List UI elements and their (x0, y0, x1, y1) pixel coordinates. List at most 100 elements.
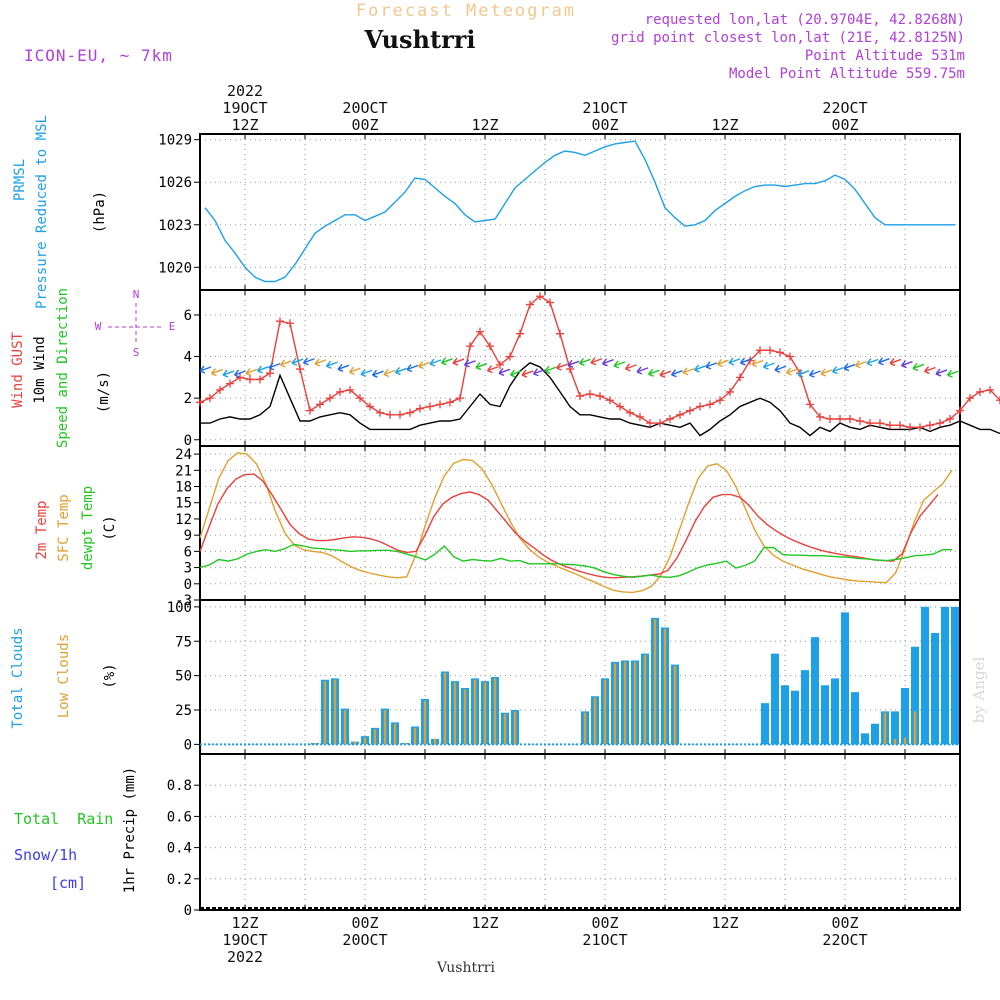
y-tick-label: 3 (184, 561, 192, 577)
y-tick-label: 18 (175, 480, 192, 496)
bottom-time-label: 22OCT (822, 931, 867, 949)
y-tick-label: 25 (175, 703, 192, 719)
wind-direction-arrow (935, 368, 948, 377)
low-clouds-bar (603, 679, 607, 745)
wind-direction-arrow (728, 357, 741, 366)
low-clouds-bar (313, 743, 317, 745)
wind-direction-arrow (831, 366, 844, 375)
wind-direction-arrow (751, 359, 764, 368)
y-tick-label: 1029 (158, 133, 192, 149)
wind-direction-arrow (314, 358, 327, 367)
gust-point (676, 410, 684, 419)
wind-direction-arrow (463, 359, 476, 368)
total-clouds-bar (851, 692, 859, 745)
requested-coords: requested lon,lat (20.9704E, 42.8268N) (645, 12, 965, 28)
total-clouds-axis-label: Total Clouds (10, 627, 26, 728)
low-clouds-bar (413, 727, 417, 745)
gust-point (806, 400, 814, 409)
wind-direction-arrow (624, 363, 637, 372)
bottom-time-label: 00Z (591, 914, 618, 932)
wind-direction-arrow (601, 358, 614, 367)
gust-point (226, 379, 234, 388)
y-tick-label: 1023 (158, 218, 192, 234)
y-tick-label: 1026 (158, 175, 192, 191)
total-clouds-bar (781, 685, 789, 745)
gust-point (616, 402, 624, 411)
wind-direction-arrow (210, 368, 223, 377)
wind-direction-arrow (394, 366, 407, 376)
gust-point (486, 342, 494, 351)
gust-point (646, 419, 654, 428)
low-clouds-bar (513, 711, 517, 745)
y-tick-label: 9 (184, 528, 192, 544)
gust-point (466, 342, 474, 351)
top-time-label: 22OCT (822, 99, 867, 117)
gust-point (596, 392, 604, 401)
gust-point (986, 385, 994, 394)
gust-point (436, 400, 444, 409)
low-clouds-bar (643, 655, 647, 745)
gust-point (946, 414, 954, 423)
wind-direction-arrow (578, 357, 591, 366)
bottom-time-label: 12Z (231, 914, 258, 932)
top-time-label: 12Z (711, 116, 738, 134)
wind-direction-arrow (923, 366, 936, 375)
prmsl-axis-label: PRMSL (12, 159, 28, 201)
gust-point (776, 348, 784, 357)
y-tick-label: -3 (175, 593, 192, 609)
gust-point (306, 406, 314, 415)
wind-direction-arrow (889, 358, 902, 367)
gust-point (846, 414, 854, 423)
top-time-label: 20OCT (342, 99, 387, 117)
point-altitude: Point Altitude 531m (805, 48, 965, 64)
y-tick-label: 0 (184, 903, 192, 919)
gust-point (926, 421, 934, 430)
gust-point (496, 360, 504, 369)
gust-point (726, 387, 734, 396)
low-clouds-bar (383, 710, 387, 745)
wind-direction-arrow (383, 369, 396, 378)
wind-direction-arrow (509, 369, 522, 378)
gust-point (456, 394, 464, 403)
gust-point (956, 406, 964, 415)
gust-point (706, 400, 714, 409)
gust-point (206, 394, 214, 403)
gust-point (256, 375, 264, 384)
sfctemp-axis-label: SFC Temp (56, 494, 72, 561)
precip-snow-unit: [cm] (50, 874, 86, 892)
sfc-temp-line (199, 452, 953, 594)
wind-direction-arrow (716, 358, 729, 367)
bottom-time-label: 20OCT (342, 931, 387, 949)
compass-east: E (169, 320, 176, 333)
gust-point (506, 352, 514, 361)
panel-frame (199, 133, 961, 291)
wind-direction-arrow (452, 357, 465, 366)
low-clouds-bar (913, 711, 917, 745)
gust-point (536, 292, 544, 301)
gust-point (996, 396, 1000, 405)
low-clouds-bar (893, 738, 897, 745)
clouds-unit-label: (%) (102, 663, 118, 688)
model-point-altitude: Model Point Altitude 559.75m (729, 66, 965, 82)
gust-point (826, 414, 834, 423)
low-clouds-bar (623, 661, 627, 745)
gust-axis-label: Wind GUST (10, 332, 26, 408)
gust-point (586, 390, 594, 398)
temp-unit-label: (C) (102, 515, 118, 540)
wind-direction-arrow (613, 360, 626, 369)
wind-direction-arrow (567, 359, 580, 368)
top-time-label: 21OCT (582, 99, 627, 117)
total-clouds-bar (931, 633, 939, 745)
gust-point (636, 412, 644, 421)
gust-point (626, 408, 634, 417)
low-clouds-bar (443, 672, 447, 745)
gust-point (576, 392, 584, 401)
low-clouds-bar (493, 678, 497, 745)
wind-direction-arrow (877, 357, 890, 366)
wind-direction-arrow (820, 368, 833, 377)
gust-point (736, 373, 744, 382)
top-time-label: 19OCT (222, 99, 267, 117)
gust-point (606, 396, 614, 405)
